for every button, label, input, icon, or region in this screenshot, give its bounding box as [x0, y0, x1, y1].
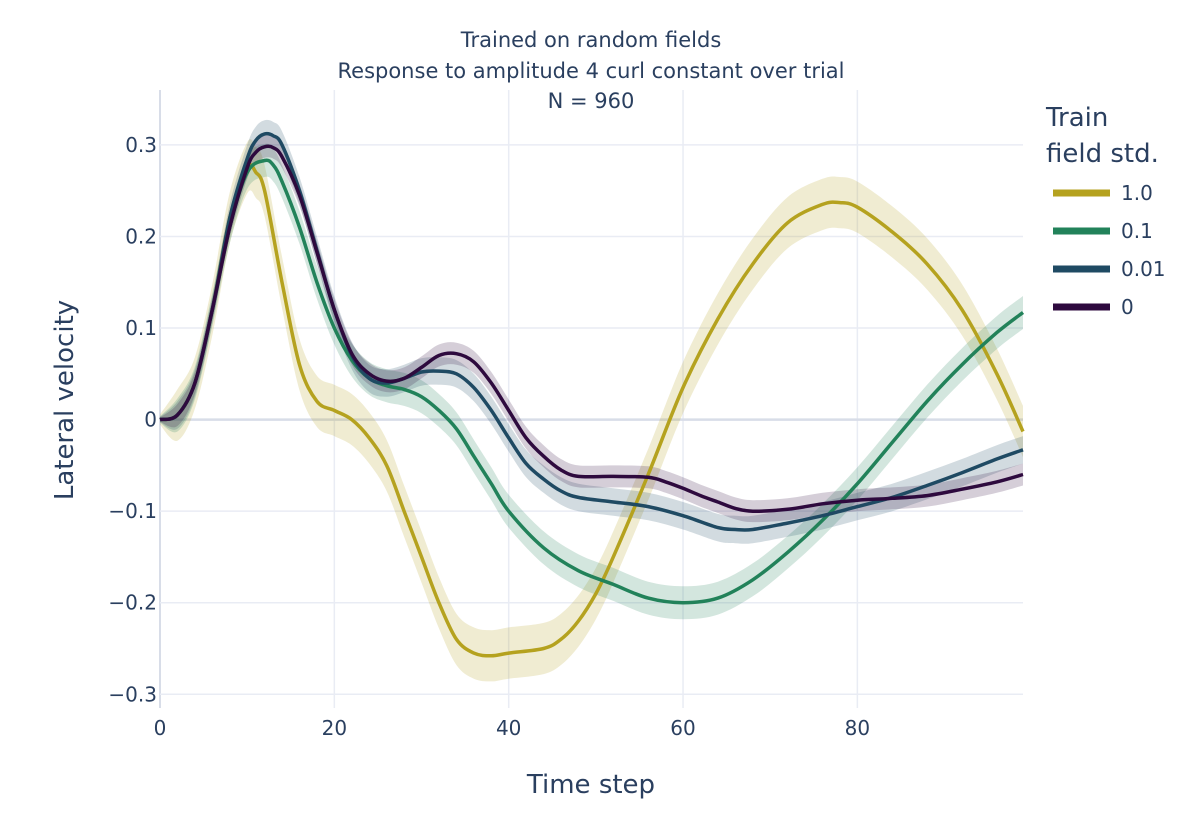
x-axis-ticks: 0 20 40 60 80: [154, 716, 870, 740]
legend: Train field std. 1.0 0.1 0.01 0: [1045, 103, 1166, 319]
y-tick-label: 0.2: [125, 224, 157, 248]
chart-title: Trained on random fields Response to amp…: [338, 28, 845, 113]
y-axis-ticks: 0.3 0.2 0.1 0 −0.1 −0.2 −0.3: [108, 133, 157, 706]
series-line-0.01: [159, 131, 1024, 532]
title-line-2: Response to amplitude 4 curl constant ov…: [338, 59, 845, 83]
x-tick-label: 60: [670, 716, 695, 740]
x-tick-label: 80: [845, 716, 870, 740]
legend-title-line-2: field std.: [1046, 139, 1159, 169]
y-axis-title: Lateral velocity: [50, 300, 80, 500]
legend-title-line-1: Train: [1045, 103, 1108, 133]
x-tick-label: 20: [322, 716, 347, 740]
series-line-0: [159, 144, 1024, 513]
legend-label-0.01: 0.01: [1121, 257, 1166, 281]
x-axis-title: Time step: [526, 770, 655, 800]
x-tick-label: 40: [496, 716, 521, 740]
y-tick-label: 0.1: [125, 316, 157, 340]
legend-label-0: 0: [1121, 295, 1134, 319]
title-line-1: Trained on random fields: [460, 28, 722, 52]
grid-lines: [159, 90, 1023, 708]
y-tick-label: 0.3: [125, 133, 157, 157]
series-line-0.1: [159, 158, 1025, 605]
x-tick-label: 0: [154, 716, 167, 740]
legend-label-1.0: 1.0: [1121, 181, 1153, 205]
legend-label-0.1: 0.1: [1121, 219, 1153, 243]
series-lines: [159, 131, 1025, 658]
series-line-1.0: [159, 163, 1025, 658]
y-tick-label: −0.2: [108, 591, 157, 615]
title-line-3: N = 960: [548, 89, 635, 113]
y-tick-label: −0.3: [108, 682, 157, 706]
y-tick-label: −0.1: [108, 499, 157, 523]
y-tick-label: 0: [144, 408, 157, 432]
